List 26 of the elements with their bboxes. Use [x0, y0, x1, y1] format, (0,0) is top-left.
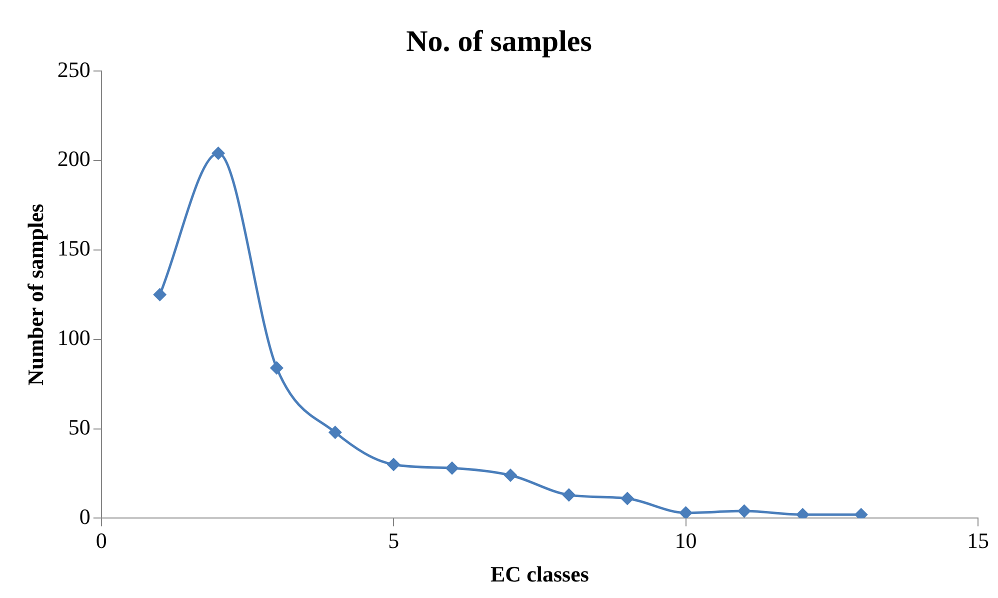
y-tick-label: 150	[57, 236, 90, 261]
chart-title: No. of samples	[406, 24, 592, 58]
y-axis-title: Number of samples	[22, 203, 48, 386]
point	[446, 462, 458, 474]
point	[621, 492, 634, 505]
x-tick-label: 0	[96, 528, 107, 554]
x-tick-label: 5	[388, 528, 400, 554]
point	[328, 426, 342, 439]
point	[154, 288, 166, 301]
point	[504, 469, 517, 482]
y-tick-label: 100	[57, 325, 90, 350]
point	[796, 508, 809, 518]
y-tick-label: 0	[79, 504, 90, 529]
point	[854, 508, 868, 518]
y-tick-label: 200	[57, 146, 90, 172]
x-tick-label: 15	[967, 528, 989, 554]
y-tick-label: 250	[57, 56, 90, 82]
y-tick-label: 50	[68, 414, 90, 440]
x-axis-title: EC classes	[490, 561, 590, 586]
point	[680, 506, 692, 518]
point	[562, 488, 576, 502]
point	[738, 504, 750, 518]
point	[212, 147, 225, 160]
point	[387, 458, 400, 471]
point	[270, 362, 283, 374]
x-tick-label: 10	[674, 528, 697, 554]
